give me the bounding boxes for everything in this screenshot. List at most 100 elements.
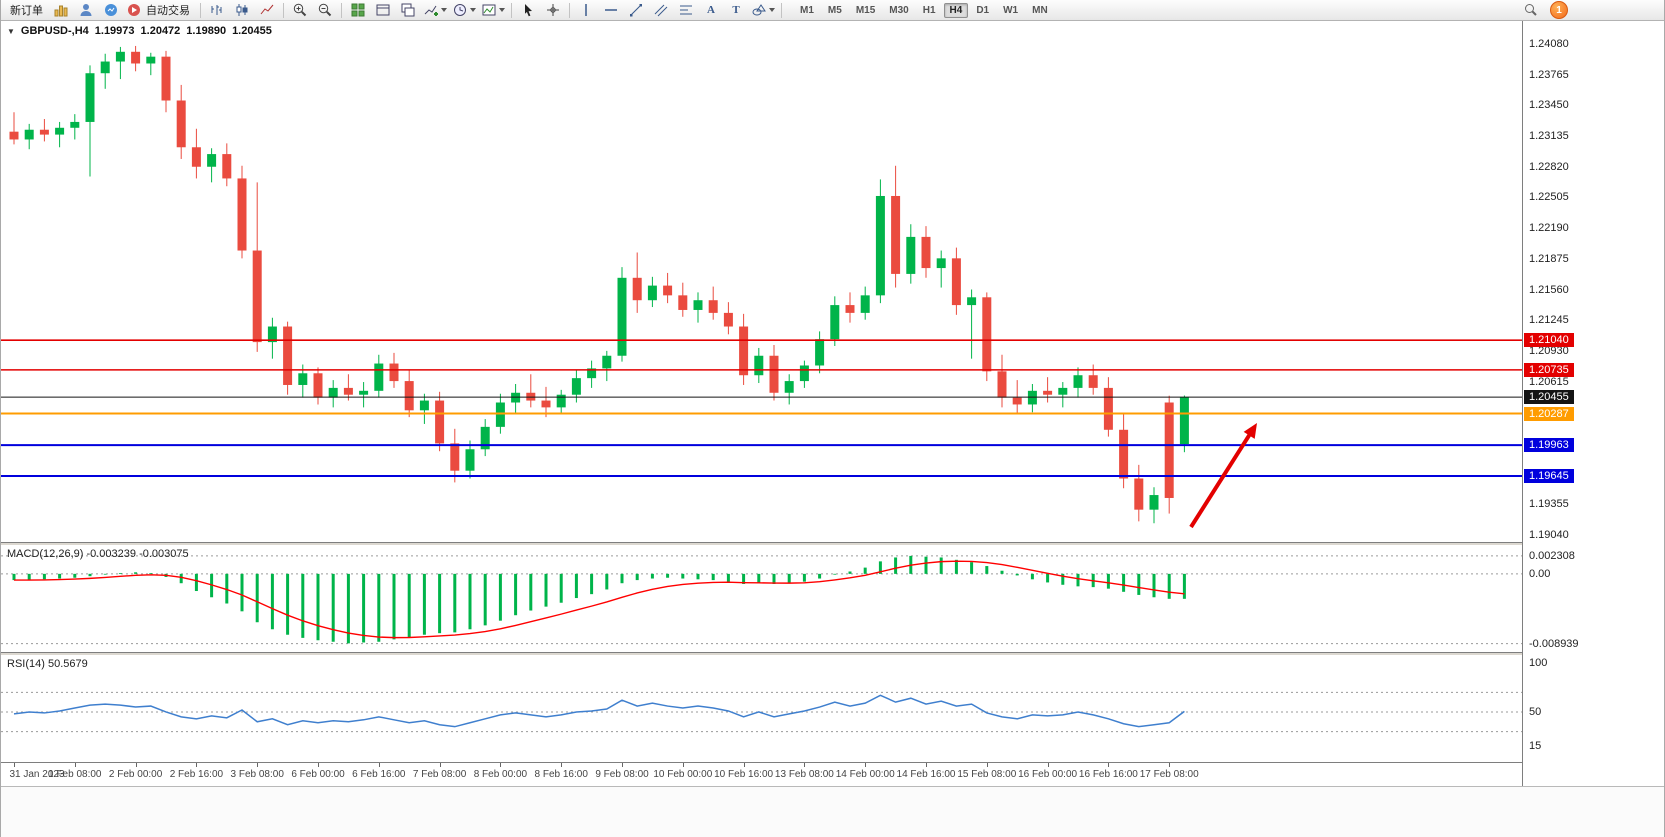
price-axis-label: 1.23765	[1529, 68, 1569, 81]
label-tool-button[interactable]: T	[724, 0, 748, 21]
timeframe-button-d1[interactable]: D1	[976, 4, 990, 16]
crosshair-icon[interactable]	[541, 0, 565, 21]
timeframe-button-m1[interactable]: M1	[800, 4, 814, 16]
bar-chart-icon[interactable]	[205, 0, 229, 21]
timeframe-button-m30[interactable]: M30	[889, 4, 909, 16]
price-marker-label: 1.19645	[1524, 469, 1574, 484]
price-axis-label: 1.20615	[1529, 375, 1569, 388]
time-axis-label: 10 Feb 16:00	[714, 769, 774, 780]
timeframe-button-h4[interactable]: H4	[943, 2, 969, 18]
quote-close: 1.20455	[232, 25, 272, 37]
toolbar-separator	[283, 2, 284, 18]
zoom-in-icon[interactable]	[288, 0, 312, 21]
quote-high: 1.20472	[140, 25, 181, 37]
notification-badge[interactable]: 1	[1550, 1, 1568, 19]
channel-tool-icon[interactable]	[649, 0, 673, 21]
vertical-line-tool-icon[interactable]	[574, 0, 598, 21]
pane-splitter[interactable]	[1, 542, 1522, 546]
indicators-icon[interactable]	[421, 0, 449, 21]
macd-title: MACD(12,26,9) -0.003239 -0.003075	[7, 548, 189, 560]
toolbar-separator	[781, 2, 782, 18]
timeframe-button-m15[interactable]: M15	[855, 4, 876, 16]
toolbar: 新订单 自动交易	[1, 0, 1664, 21]
timeframe-button-m5[interactable]: M5	[827, 4, 842, 16]
price-axis-label: 1.20930	[1529, 344, 1569, 357]
rsi-title: RSI(14) 50.5679	[7, 658, 88, 670]
time-axis-tick	[318, 763, 319, 767]
time-axis-label: 31 Jan 2023	[9, 769, 65, 780]
macd-axis-label: 0.002308	[1529, 549, 1575, 562]
pane-splitter[interactable]	[1, 652, 1522, 656]
new-order-button[interactable]: 新订单	[10, 5, 43, 17]
main-chart-pane[interactable]: ▼ GBPUSD-,H4 1.19973 1.20472 1.19890 1.2…	[1, 21, 1522, 542]
quote-low: 1.19890	[186, 25, 227, 37]
charts-icon[interactable]	[49, 0, 73, 21]
time-axis-label: 16 Feb 00:00	[1018, 769, 1078, 780]
time-axis-tick	[1169, 763, 1171, 767]
time-axis-label: 8 Feb 16:00	[534, 769, 588, 780]
rsi-axis-label: 15	[1529, 740, 1542, 753]
market-watch-icon[interactable]	[99, 0, 123, 21]
time-axis-label: 6 Feb 00:00	[291, 769, 345, 780]
price-axis-label: 1.22820	[1529, 160, 1569, 173]
time-axis-tick	[804, 763, 806, 767]
timeframe-button-h1[interactable]: H1	[922, 4, 936, 16]
periods-clock-icon[interactable]	[450, 0, 478, 21]
time-axis[interactable]: 31 Jan 2023 1 Feb 08:00 2 Feb 00:00 2 Feb 1…	[1, 762, 1522, 787]
timeframe-button-mn[interactable]: MN	[1032, 4, 1048, 16]
price-marker-label: 1.20455	[1524, 390, 1574, 405]
price-axis-label: 1.19040	[1529, 529, 1569, 541]
time-axis-tick	[743, 763, 745, 767]
macd-chart[interactable]	[1, 546, 1522, 652]
quote-open: 1.19973	[94, 25, 135, 37]
arrange-windows-icon[interactable]	[371, 0, 395, 21]
price-marker-label: 1.20735	[1524, 362, 1574, 377]
zoom-out-icon[interactable]	[313, 0, 337, 21]
trendline-tool-icon[interactable]	[624, 0, 648, 21]
toolbar-separator	[569, 2, 570, 18]
shapes-tool-icon[interactable]	[749, 0, 777, 21]
time-axis-tick	[1108, 763, 1110, 767]
cascade-windows-icon[interactable]	[396, 0, 420, 21]
horizontal-line-tool-icon[interactable]	[599, 0, 623, 21]
search-icon[interactable]	[1519, 0, 1543, 21]
rsi-pane[interactable]: RSI(14) 50.5679	[1, 656, 1522, 762]
fibonacci-tool-icon[interactable]	[674, 0, 698, 21]
macd-pane[interactable]: MACD(12,26,9) -0.003239 -0.003075	[1, 546, 1522, 652]
template-icon[interactable]	[479, 0, 507, 21]
chevron-down-icon	[769, 8, 775, 12]
price-axis-label: 1.22505	[1529, 191, 1569, 204]
time-axis-label: 2 Feb 16:00	[169, 769, 224, 780]
time-axis-tick	[14, 763, 15, 767]
candlestick-chart-icon[interactable]	[230, 0, 254, 21]
rsi-axis-label: 100	[1529, 656, 1548, 669]
chevron-down-icon	[499, 8, 505, 12]
timeframe-button-w1[interactable]: W1	[1003, 4, 1019, 16]
line-chart-icon[interactable]	[255, 0, 279, 21]
time-axis-label: 3 Feb 08:00	[230, 769, 284, 780]
price-axis[interactable]: 1.24080 1.23765 1.23450 1.23135 1.22820 1.225…	[1522, 21, 1664, 786]
macd-axis-label: 0.00	[1529, 567, 1551, 580]
bottom-strip	[1, 786, 1664, 837]
toolbar-separator	[341, 2, 342, 18]
time-axis-tick	[1047, 763, 1049, 767]
cursor-icon[interactable]	[516, 0, 540, 21]
text-tool-button[interactable]: A	[699, 0, 723, 21]
time-axis-tick	[926, 763, 927, 767]
profile-icon[interactable]	[74, 0, 98, 21]
chevron-down-icon	[470, 8, 476, 12]
toolbar-separator	[511, 2, 512, 18]
auto-trading-button[interactable]: 自动交易	[124, 0, 196, 21]
time-axis-label: 8 Feb 00:00	[473, 769, 528, 780]
time-axis-label: 13 Feb 08:00	[774, 769, 834, 780]
time-axis-tick	[622, 763, 623, 767]
tile-windows-icon[interactable]	[346, 0, 370, 21]
candlestick-chart[interactable]	[1, 21, 1522, 542]
price-axis-label: 1.21245	[1529, 314, 1569, 327]
symbol-period-label: GBPUSD-,H4	[20, 25, 89, 37]
time-axis-label: 10 Feb 00:00	[653, 769, 713, 780]
rsi-chart[interactable]	[1, 656, 1522, 762]
time-axis-tick	[682, 763, 684, 767]
price-axis-label: 1.21560	[1529, 283, 1569, 296]
